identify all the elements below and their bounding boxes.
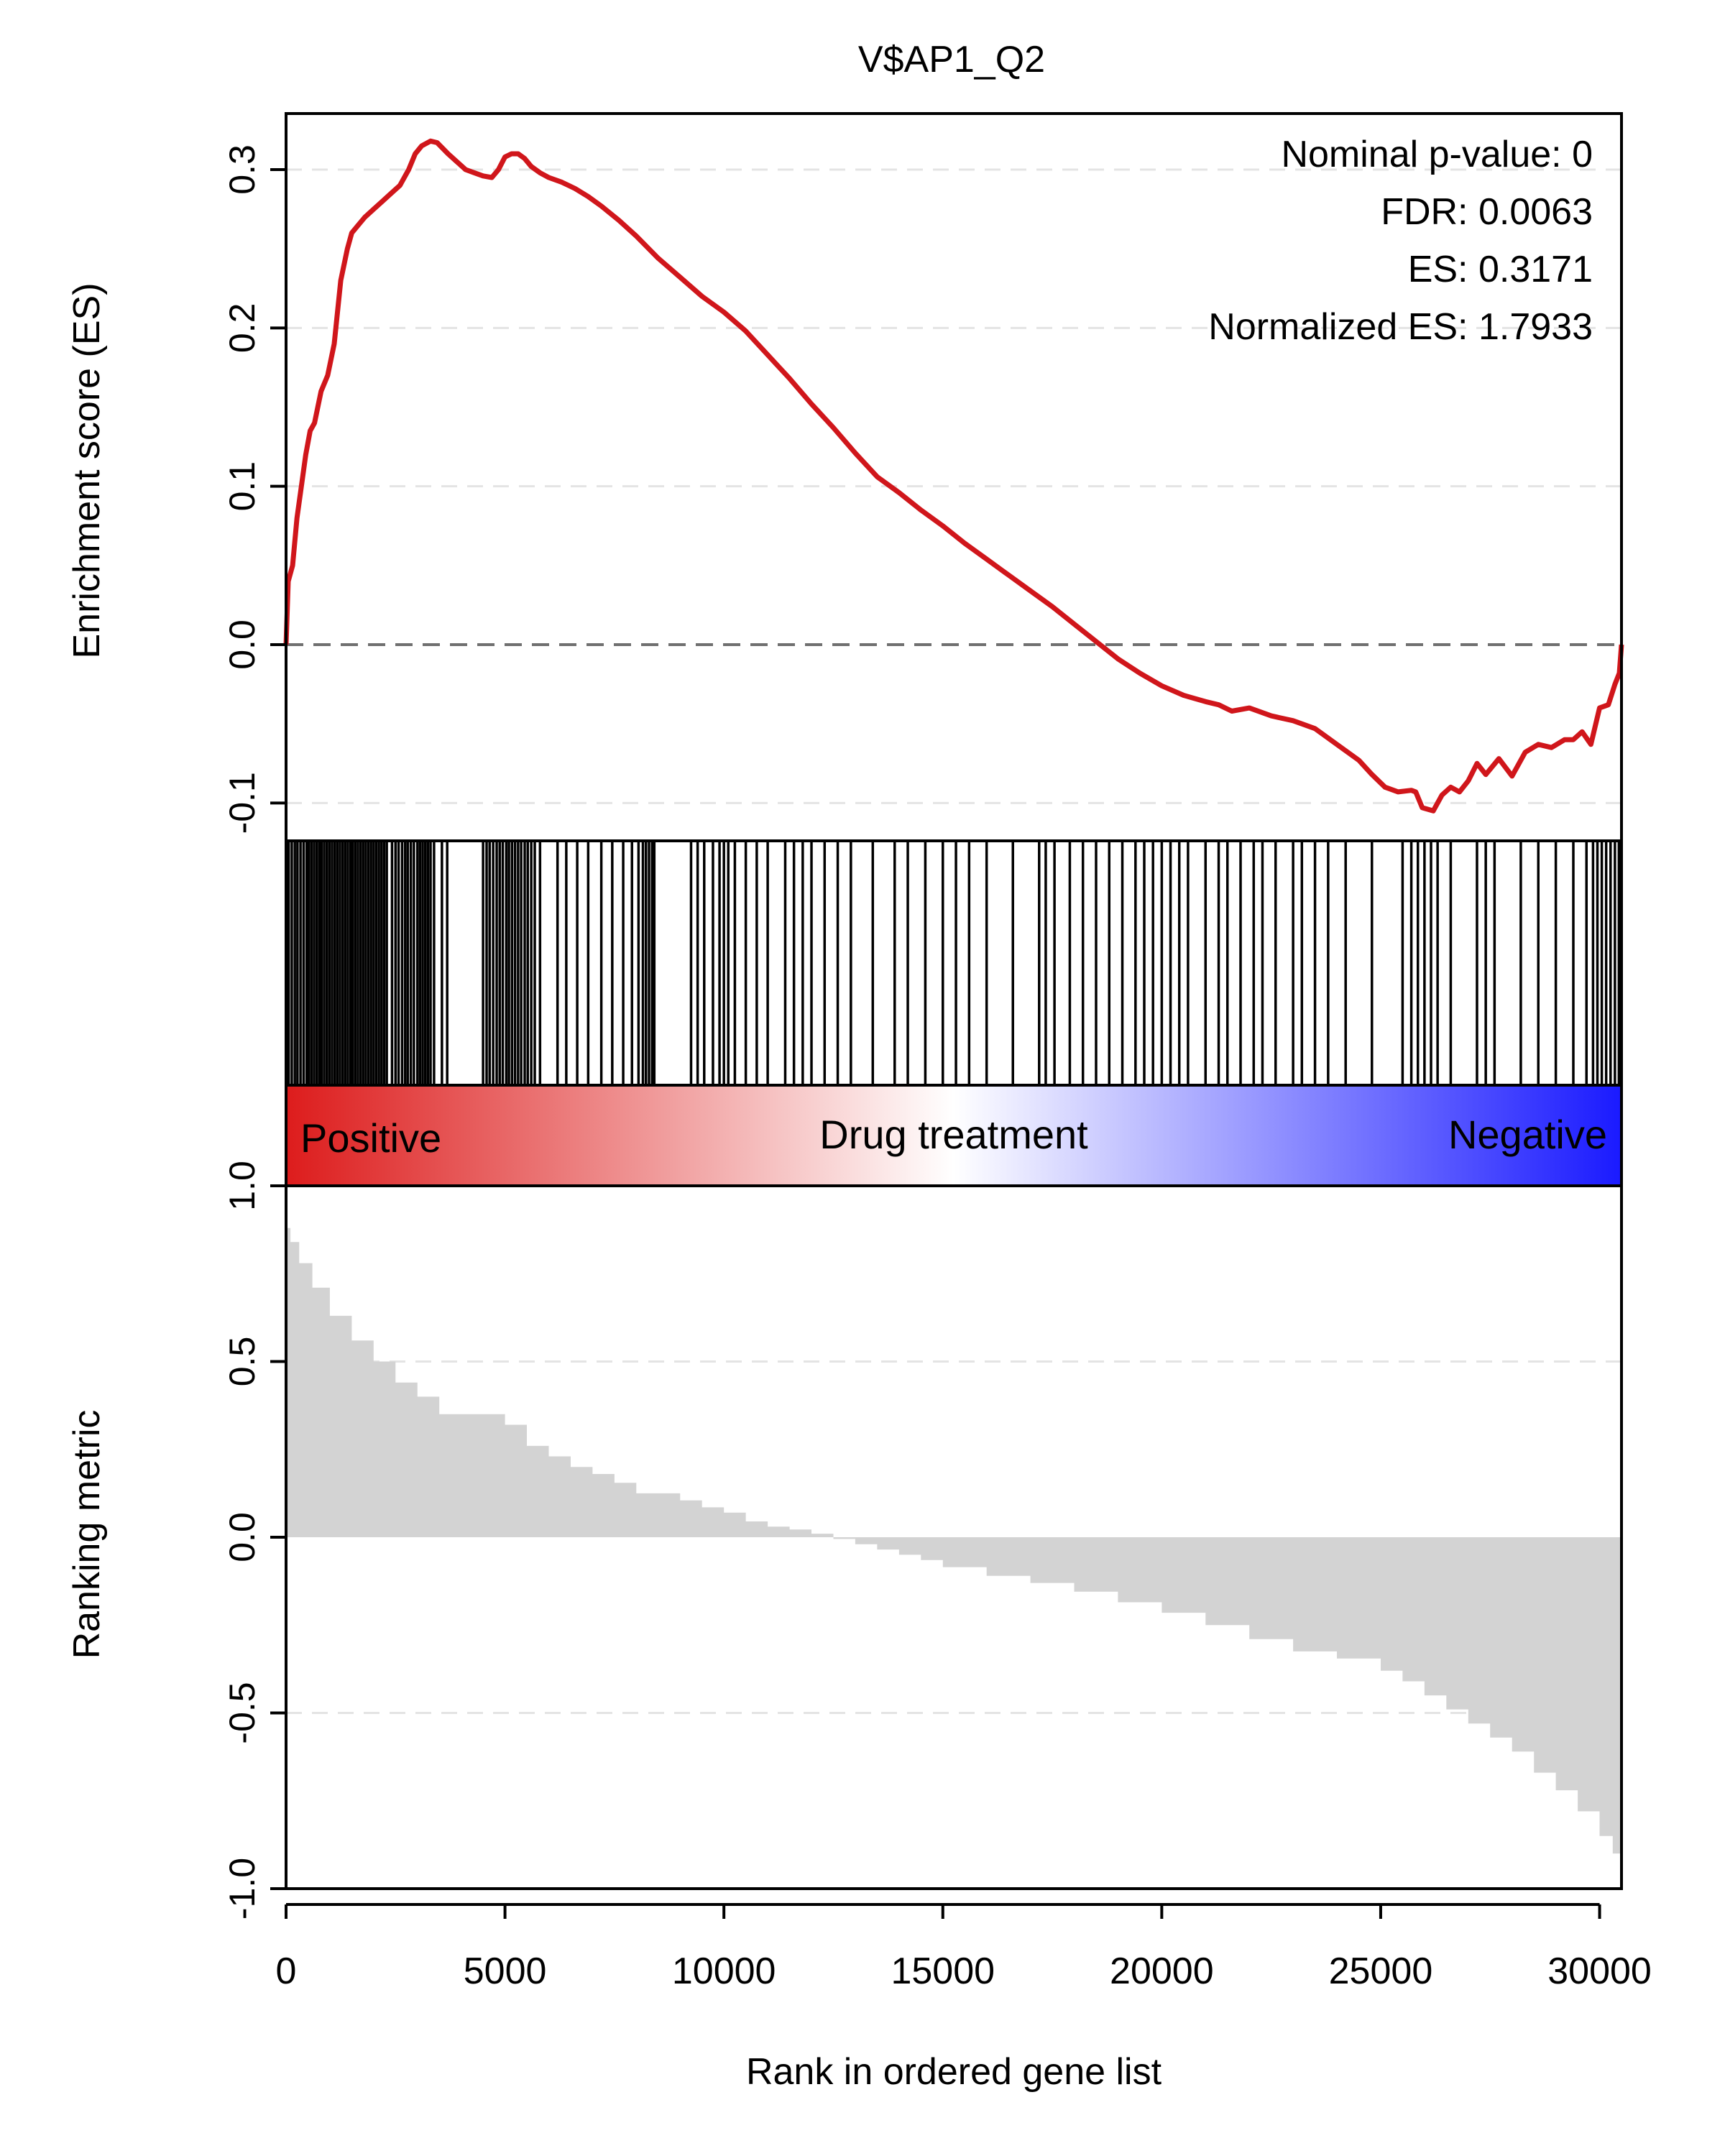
label-drug-treatment: Drug treatment xyxy=(819,1112,1088,1157)
es-y-tick-label: -0.1 xyxy=(222,772,262,834)
hit-barcode xyxy=(287,841,1621,1085)
es-y-axis: -0.1 0.0 0.1 0.2 0.3 xyxy=(222,144,286,834)
stat-fdr: FDR: 0.0063 xyxy=(1381,191,1593,233)
es-y-tick-label: 0.1 xyxy=(222,461,262,512)
x-tick-label: 30000 xyxy=(1547,1950,1652,1992)
x-tick-label: 20000 xyxy=(1110,1950,1214,1992)
x-tick-label: 5000 xyxy=(464,1950,547,1992)
x-axis-label: Rank in ordered gene list xyxy=(746,2051,1162,2093)
ranking-y-tick-label: 0.5 xyxy=(222,1337,262,1387)
es-y-tick-label: 0.0 xyxy=(222,619,262,670)
x-tick-label: 10000 xyxy=(672,1950,776,1992)
panel-frames xyxy=(285,112,1623,1890)
es-y-tick-label: 0.3 xyxy=(222,144,262,195)
ranking-y-tick-label: -1.0 xyxy=(222,1858,262,1920)
x-tick-label: 15000 xyxy=(891,1950,995,1992)
label-positive: Positive xyxy=(300,1115,441,1161)
es-curve xyxy=(283,138,1624,814)
ranking-gridlines xyxy=(286,1360,1622,1714)
gradient-fill xyxy=(286,1085,1622,1186)
x-axis: 0 5000 10000 15000 20000 25000 30000 xyxy=(276,1903,1652,1992)
ranking-panel: -1.0 -0.5 0.0 0.5 1.0 0 5000 10000 15000 20000 25… xyxy=(66,1161,1652,2093)
x-tick-label: 25000 xyxy=(1329,1950,1433,1992)
chart-title: V$AP1_Q2 xyxy=(858,39,1045,80)
es-panel: -0.1 0.0 0.1 0.2 0.3 Enrichment score (ES) N… xyxy=(66,134,1624,834)
ranking-y-axis-label: Ranking metric xyxy=(66,1410,108,1659)
phenotype-gradient-bar: Positive Drug treatment Negative xyxy=(286,1085,1622,1186)
ranking-panel-frame xyxy=(285,1184,1623,1890)
label-negative: Negative xyxy=(1448,1112,1607,1157)
ranking-y-tick-label: -0.5 xyxy=(222,1682,262,1743)
stats-annotation: Nominal p-value: 0 FDR: 0.0063 ES: 0.317… xyxy=(1208,134,1593,348)
es-y-tick-label: 0.2 xyxy=(222,303,262,354)
es-y-axis-label: Enrichment score (ES) xyxy=(66,282,108,658)
es-gridlines xyxy=(286,168,1622,804)
ranking-metric-area xyxy=(286,1227,1622,1864)
ranking-y-tick-label: 0.0 xyxy=(222,1512,262,1562)
stat-es: ES: 0.3171 xyxy=(1408,249,1593,290)
stat-nominal-p-value: Nominal p-value: 0 xyxy=(1281,134,1593,175)
ranking-y-axis: -1.0 -0.5 0.0 0.5 1.0 xyxy=(222,1161,286,1920)
stat-normalized-es: Normalized ES: 1.7933 xyxy=(1208,306,1593,348)
x-tick-label: 0 xyxy=(276,1950,297,1992)
ranking-y-tick-label: 1.0 xyxy=(222,1161,262,1211)
